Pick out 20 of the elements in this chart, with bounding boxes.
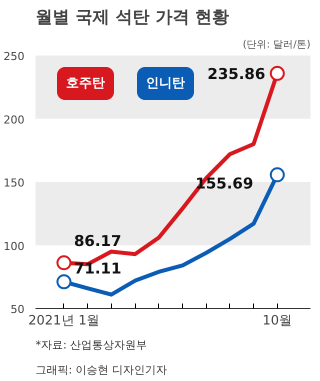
data-label: 71.11 — [74, 259, 122, 278]
y-tick-label: 250 — [4, 50, 25, 63]
y-tick-label: 150 — [4, 176, 25, 190]
point — [56, 274, 72, 290]
point — [270, 66, 285, 81]
x-tick-label: 10월 — [262, 314, 292, 328]
point — [270, 167, 285, 182]
data-label: 86.17 — [74, 232, 122, 250]
y-tick-label: 100 — [4, 240, 25, 253]
y-tick-label: 50 — [10, 303, 25, 316]
text: 인니탄 — [146, 76, 185, 91]
y-tick-label: 200 — [4, 113, 25, 126]
x-tick-label: 2021년 1월 — [28, 314, 100, 328]
text: 그래픽: 이승현 디자인기자 — [36, 364, 168, 376]
text: 호주탄 — [66, 76, 105, 91]
text: *자료: 산업통상자원부 — [36, 338, 148, 352]
chart-title: 월별 국제 석탄 가격 현황 — [36, 8, 230, 28]
data-label: 235.86 — [207, 64, 266, 83]
chart-subtitle: (단위: 달러/톤) — [242, 40, 311, 50]
point — [56, 255, 72, 270]
